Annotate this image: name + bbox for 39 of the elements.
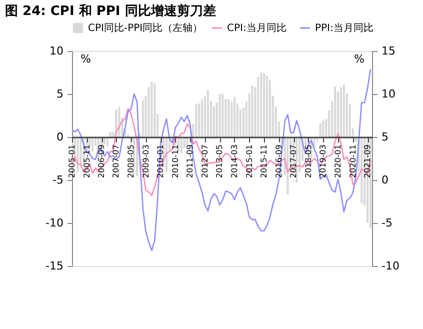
- x-tick-label: 2020-11: [348, 144, 358, 178]
- x-tick-label: 2005-01: [68, 144, 76, 178]
- y2-tick-label: -10: [382, 260, 400, 272]
- x-tick-label: 2014-03: [230, 144, 239, 178]
- x-tick-label: 2010-11: [170, 144, 180, 178]
- y-tick-label: 0: [56, 130, 64, 144]
- x-tick-label: 2006-09: [97, 144, 106, 178]
- x-tick-label: 2015-01: [244, 144, 254, 178]
- x-tick-label: 2008-05: [126, 144, 136, 178]
- x-tick-label: 2012-07: [200, 144, 210, 178]
- legend-label: CPI同比-PPI同比（左轴）: [88, 22, 203, 34]
- x-tick-label: 2013-05: [215, 144, 224, 178]
- legend-label: PPI:当月同比: [315, 22, 374, 34]
- x-tick-label: 2017-07: [289, 144, 298, 178]
- x-tick-label: 2010-01: [156, 144, 166, 178]
- y2-tick-label: 10: [382, 88, 396, 100]
- y2-tick-label: 5: [382, 130, 388, 144]
- y2-tick-label: 15: [382, 44, 396, 58]
- x-tick-label: 2011-09: [186, 144, 195, 178]
- y2-tick-label: 0: [382, 174, 388, 186]
- y2-tick-label: -5: [382, 216, 392, 230]
- x-tick-label: 2021-09: [363, 144, 372, 178]
- y-tick-label: 5: [56, 88, 64, 100]
- y-tick-label: 10: [50, 44, 64, 58]
- y-tick-label: -5: [52, 174, 64, 186]
- x-tick-label: 2015-11: [260, 144, 269, 178]
- x-tick-label: 2009-03: [141, 144, 150, 178]
- x-tick-label: 2005-11: [82, 144, 92, 178]
- x-tick-label: 2016-09: [274, 144, 284, 178]
- x-tick-label: 2018-05: [304, 144, 313, 178]
- chart-title: 图 24: CPI 和 PPI 同比增速剪刀差: [5, 3, 216, 19]
- y-tick-label: -10: [46, 216, 64, 230]
- x-tick-label: 2019-03: [318, 144, 328, 178]
- x-tick-label: 2020-01: [334, 144, 343, 178]
- y2-axis-title: %: [354, 52, 364, 66]
- legend-label: CPI:当月同比: [227, 22, 286, 34]
- y-axis-title: %: [80, 52, 91, 66]
- x-tick-label: 2007-07: [112, 144, 121, 178]
- y-tick-label: -15: [46, 260, 64, 272]
